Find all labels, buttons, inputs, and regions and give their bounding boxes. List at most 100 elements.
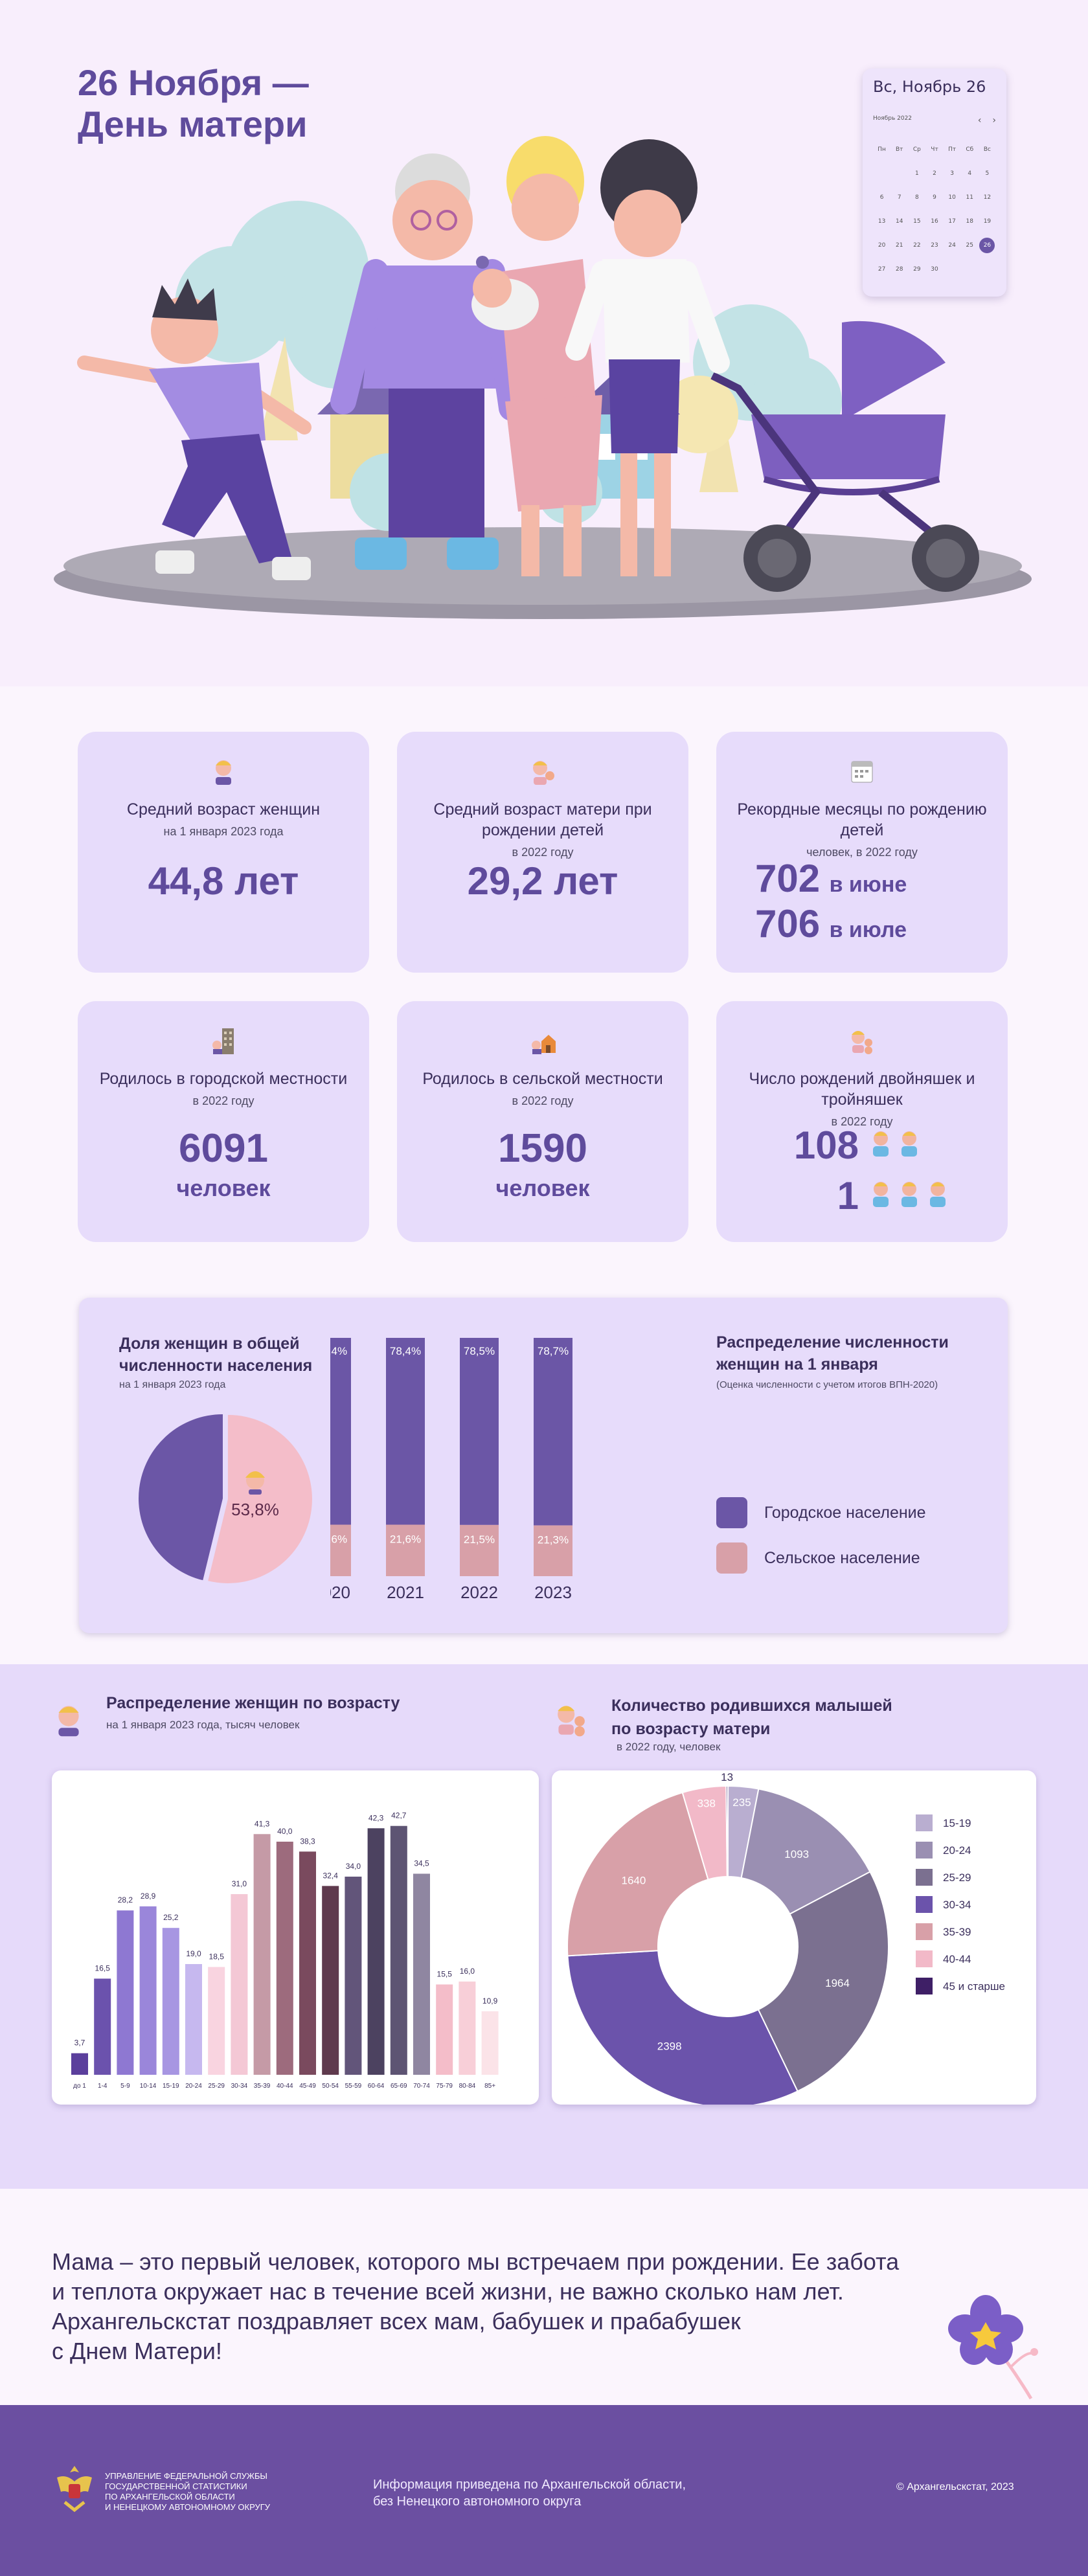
donut-legend-swatch xyxy=(916,1814,933,1831)
calendar-day[interactable]: 3 xyxy=(950,170,954,177)
share-subtitle: на 1 января 2023 года xyxy=(119,1379,226,1390)
age-tick-label: 40-44 xyxy=(277,2083,293,2090)
title-line-2: День матери xyxy=(78,104,308,144)
calendar-month-row: Ноябрь 2022 ‹ › xyxy=(873,115,996,126)
calendar-day[interactable]: 8 xyxy=(914,194,919,201)
stat-value: 6091 xyxy=(179,1126,268,1171)
calendar-day[interactable]: 29 xyxy=(913,266,921,273)
calendar-day[interactable]: 21 xyxy=(895,242,903,249)
share-value-label: 53,8% xyxy=(231,1500,279,1519)
births-title: Количество родившихся малышей по возраст… xyxy=(611,1697,892,1738)
age-tick-label: 75-79 xyxy=(436,2083,453,2090)
coat-of-arms-icon xyxy=(57,2466,92,2513)
distribution-subtitle: (Оценка численности с учетом итогов ВПН-… xyxy=(716,1379,938,1390)
calendar-weekday: Вт xyxy=(896,146,903,153)
age-bar-value: 34,0 xyxy=(346,1862,361,1871)
calendar-day[interactable]: 25 xyxy=(966,242,973,249)
page-title: 26 Ноября — День матери xyxy=(78,62,309,145)
age-bar-40-44 xyxy=(276,1842,293,2075)
age-bar-value: 42,7 xyxy=(391,1811,407,1820)
age-bar-value: 28,2 xyxy=(118,1895,133,1904)
donut-label-45 и старше: 13 xyxy=(721,1771,733,1783)
calendar-day[interactable]: 11 xyxy=(966,194,973,201)
donut-legend-label: 35-39 xyxy=(943,1926,971,1938)
calendar-day[interactable]: 26 xyxy=(979,233,996,257)
chevron-left-icon[interactable]: ‹ xyxy=(977,115,982,126)
calendar-day[interactable]: 28 xyxy=(895,266,903,273)
calendar-day[interactable]: 4 xyxy=(968,170,972,177)
year-label-2022: 2022 xyxy=(460,1583,498,1602)
donut-legend-swatch xyxy=(916,1896,933,1913)
grandmother-figure xyxy=(330,153,525,570)
calendar-day[interactable]: 27 xyxy=(878,266,886,273)
stat-value: 29,2 лет xyxy=(467,859,618,903)
age-tick-label: 55-59 xyxy=(345,2083,362,2090)
record-june: 702 в июне xyxy=(755,857,907,900)
age-bar-1-4 xyxy=(94,1978,111,2075)
calendar-weekday: Пт xyxy=(948,146,957,153)
age-bar-50-54 xyxy=(322,1886,339,2075)
age-bar-70-74 xyxy=(413,1873,430,2075)
calendar-day[interactable]: 10 xyxy=(948,194,956,201)
calendar-day[interactable]: 20 xyxy=(878,242,886,249)
calendar-day[interactable]: 7 xyxy=(897,194,901,201)
ground xyxy=(63,527,1022,605)
calendar-month-label[interactable]: Ноябрь 2022 xyxy=(873,115,912,122)
calendar-day[interactable]: 23 xyxy=(931,242,938,249)
calendar-day[interactable]: 6 xyxy=(879,194,884,201)
age-bar-10-14 xyxy=(139,1906,157,2075)
age-tick-label: 65-69 xyxy=(391,2083,407,2090)
donut-label-20-24: 1093 xyxy=(784,1848,809,1860)
calendar-day[interactable]: 5 xyxy=(985,170,990,177)
age-bar-value: 34,5 xyxy=(414,1859,429,1868)
distribution-title: Распределение численности женщин на 1 ян… xyxy=(716,1333,949,1373)
calendar-icon xyxy=(851,761,873,783)
calendar-day[interactable]: 17 xyxy=(948,218,956,225)
stat-card-rural-births: Родилось в сельской местности в 2022 году… xyxy=(397,1001,688,1242)
calendar-day[interactable]: 16 xyxy=(931,218,938,225)
donut-legend-swatch xyxy=(916,1978,933,1994)
donut-legend-label: 15-19 xyxy=(943,1817,971,1829)
footer-org-name: УПРАВЛЕНИЕ ФЕДЕРАЛЬНОЙ СЛУЖБЫ ГОСУДАРСТВЕ… xyxy=(105,2471,271,2512)
age-bar-value: 41,3 xyxy=(255,1819,270,1828)
calendar-day xyxy=(979,257,996,281)
stat-label: Средний возраст женщин на 1 января 2023 г… xyxy=(126,800,321,838)
calendar-day[interactable]: 30 xyxy=(931,266,938,273)
stat-value: 1590 xyxy=(498,1126,587,1171)
calendar-day[interactable]: 13 xyxy=(878,218,886,225)
stat-unit: человек xyxy=(495,1175,590,1201)
year-label-2023: 2023 xyxy=(534,1583,572,1602)
age-tick-label: 85+ xyxy=(484,2083,495,2090)
calendar-day[interactable]: 19 xyxy=(983,218,992,225)
age-bar-value: 10,9 xyxy=(482,1996,498,2005)
age-chart-panel: 3,7 до 1 16,5 1-4 28,2 5-9 28,9 10-14 25,2 15-19 1… xyxy=(52,1770,539,2105)
label-urban-2022: 78,5% xyxy=(464,1345,495,1357)
calendar-day[interactable]: 18 xyxy=(966,218,973,225)
age-bar-25-29 xyxy=(208,1967,225,2075)
share-pie-chart: 53,8% xyxy=(139,1414,312,1583)
age-tick-label: 70-74 xyxy=(413,2083,430,2090)
calendar-day[interactable]: 2 xyxy=(933,170,936,177)
calendar-day[interactable]: 15 xyxy=(913,218,921,225)
calendar-day[interactable]: 14 xyxy=(895,218,903,225)
calendar-day[interactable]: 1 xyxy=(914,170,919,177)
calendar-day[interactable]: 24 xyxy=(948,242,956,249)
chevron-right-icon[interactable]: › xyxy=(992,115,996,126)
stat-label: Число рождений двойняшек и тройняшек в 20… xyxy=(749,1070,975,1128)
age-title: Распределение женщин по возрасту xyxy=(106,1694,400,1712)
age-distribution-section: Распределение женщин по возрасту на 1 ян… xyxy=(0,1664,1088,2189)
age-bar-45-49 xyxy=(299,1851,316,2075)
pie-slice-women xyxy=(208,1414,312,1583)
calendar-day[interactable]: 12 xyxy=(983,194,992,201)
donut-legend-swatch xyxy=(916,1869,933,1886)
age-tick-label: 15-19 xyxy=(163,2083,179,2090)
baby-icon xyxy=(873,1131,889,1157)
bar-urban-2021 xyxy=(386,1338,425,1525)
label-urban-2023: 78,7% xyxy=(538,1345,569,1357)
bar-rural-2020 xyxy=(330,1524,351,1576)
calendar-widget: Вс, Ноябрь 26 Ноябрь 2022 ‹ › Пн Вт Ср Чт Пт… xyxy=(863,69,1006,297)
calendar-day[interactable]: 22 xyxy=(913,242,921,249)
calendar-day[interactable]: 9 xyxy=(933,194,936,201)
donut-label-40-44: 338 xyxy=(697,1797,716,1809)
title-line-1: 26 Ноября — xyxy=(78,62,309,103)
